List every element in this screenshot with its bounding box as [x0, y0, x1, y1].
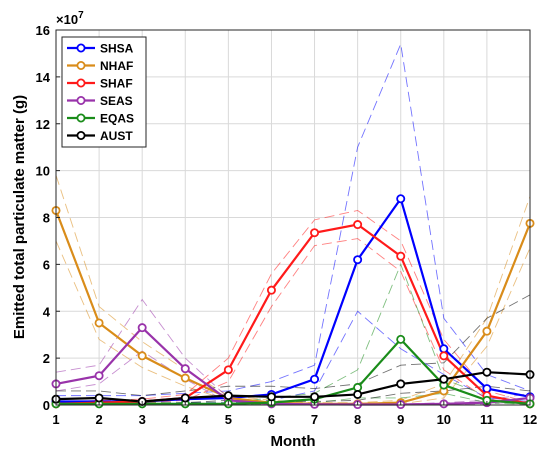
y-tick-label: 8 [43, 211, 50, 226]
legend-box [61, 36, 147, 148]
x-tick-label: 11 [480, 412, 494, 427]
x-tick-label: 3 [139, 412, 146, 427]
data-point-seas [137, 323, 147, 333]
y-tick-label: 16 [36, 23, 50, 38]
x-tick-label: 5 [225, 412, 232, 427]
y-tick-label: 12 [36, 117, 50, 132]
legend-item-seas: SEAS [67, 94, 133, 108]
data-point-shsa [310, 374, 320, 384]
data-point-nhaf [482, 326, 492, 336]
data-point-aust [353, 389, 363, 399]
data-point-shaf [439, 351, 449, 361]
legend-swatch-marker [76, 96, 86, 106]
data-point-aust [482, 367, 492, 377]
y-axis-label: Emitted total particulate matter (g) [11, 95, 28, 339]
series-lines [54, 196, 532, 406]
data-point-eqas [353, 382, 363, 392]
data-point-aust [439, 374, 449, 384]
x-tick-label: 8 [354, 412, 361, 427]
legend-swatch-marker [76, 61, 86, 71]
y-tick-label: 6 [43, 257, 50, 272]
series-line-aust [55, 371, 531, 403]
series-upper-bound-shaf [55, 209, 531, 404]
legend-swatch-marker [76, 78, 86, 88]
y-tick-label: 14 [36, 70, 51, 85]
x-tick-label: 4 [182, 412, 190, 427]
data-point-nhaf [180, 373, 190, 383]
legend-item-aust: AUST [67, 129, 133, 143]
y-tick-label: 0 [43, 398, 50, 413]
x-axis-ticks: 1 2 3 4 5 6 7 8 9 10 11 12 [52, 401, 537, 427]
data-point-seas [94, 371, 104, 381]
x-tick-label: 2 [95, 412, 102, 427]
data-point-aust [223, 391, 233, 401]
legend-item-nhaf: NHAF [67, 59, 133, 73]
data-point-aust [396, 379, 406, 389]
y-tick-label: 10 [36, 164, 50, 179]
data-point-shaf [266, 285, 276, 295]
data-point-shsa [439, 344, 449, 354]
legend-item-eqas: EQAS [67, 112, 134, 126]
data-point-shsa [482, 384, 492, 394]
legend-label: SHSA [100, 42, 134, 56]
data-point-nhaf [94, 318, 104, 328]
x-tick-label: 6 [268, 412, 275, 427]
legend-label: EQAS [100, 112, 134, 126]
data-point-aust [94, 393, 104, 403]
legend-label: NHAF [100, 59, 133, 73]
legend-item-shaf: SHAF [67, 77, 133, 91]
data-point-seas [180, 364, 190, 374]
x-tick-label: 1 [52, 412, 59, 427]
series-line-eqas [56, 337, 531, 405]
y-multiplier: ×107 [56, 10, 84, 27]
y-multiplier-base: ×10 [56, 12, 78, 27]
x-tick-label: 10 [437, 412, 451, 427]
data-point-aust [266, 392, 276, 402]
series-upper-bound-shsa [56, 42, 531, 397]
data-point-shsa [396, 194, 406, 204]
legend-label: AUST [100, 129, 133, 143]
legend-swatch-marker [76, 130, 86, 140]
legend-label: SHAF [100, 77, 133, 91]
x-axis-label: Month [271, 433, 316, 450]
x-tick-label: 9 [397, 412, 404, 427]
series-line-seas [55, 326, 531, 406]
data-point-eqas [396, 334, 406, 344]
data-point-shaf [353, 220, 363, 230]
y-multiplier-exponent: 7 [78, 10, 84, 21]
x-tick-label: 12 [523, 412, 537, 427]
y-axis-ticks: 0 2 4 6 8 10 12 14 16 [36, 23, 60, 413]
series-upper-bound-aust [56, 294, 531, 397]
y-tick-label: 4 [43, 304, 51, 319]
data-point-shaf [310, 228, 320, 238]
data-point-aust [310, 392, 320, 402]
data-point-nhaf [137, 351, 147, 361]
data-point-shaf [223, 365, 233, 375]
data-point-aust [180, 393, 190, 403]
legend-swatch-marker [76, 43, 86, 53]
y-tick-label: 2 [43, 351, 50, 366]
legend: SHSA NHAF SHAF SEAS EQAS AUST [61, 36, 147, 148]
x-tick-label: 7 [311, 412, 318, 427]
data-point-shsa [353, 255, 363, 265]
data-point-shaf [396, 251, 406, 261]
legend-label: SEAS [100, 94, 133, 108]
legend-item-shsa: SHSA [67, 42, 134, 56]
legend-swatch-marker [76, 113, 86, 123]
